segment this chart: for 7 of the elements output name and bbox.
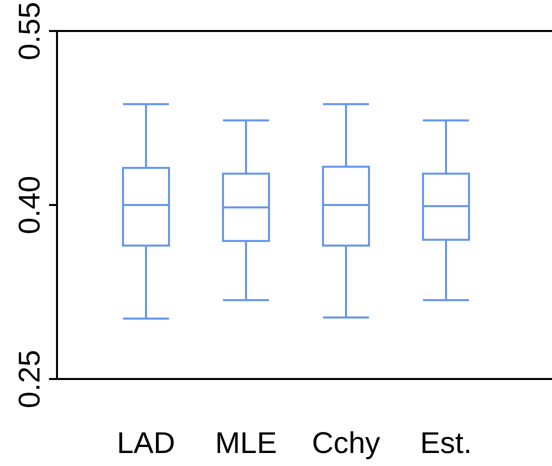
x-tick-label: Cchy bbox=[312, 427, 380, 460]
y-tick-label: 0.40 bbox=[14, 176, 46, 234]
y-tick-label: 0.55 bbox=[14, 2, 46, 60]
x-tick-label: LAD bbox=[116, 427, 176, 460]
x-tick-label: Est. bbox=[420, 427, 472, 460]
y-tick-label: 0.25 bbox=[14, 350, 46, 408]
x-tick-label: MLE bbox=[215, 427, 277, 460]
